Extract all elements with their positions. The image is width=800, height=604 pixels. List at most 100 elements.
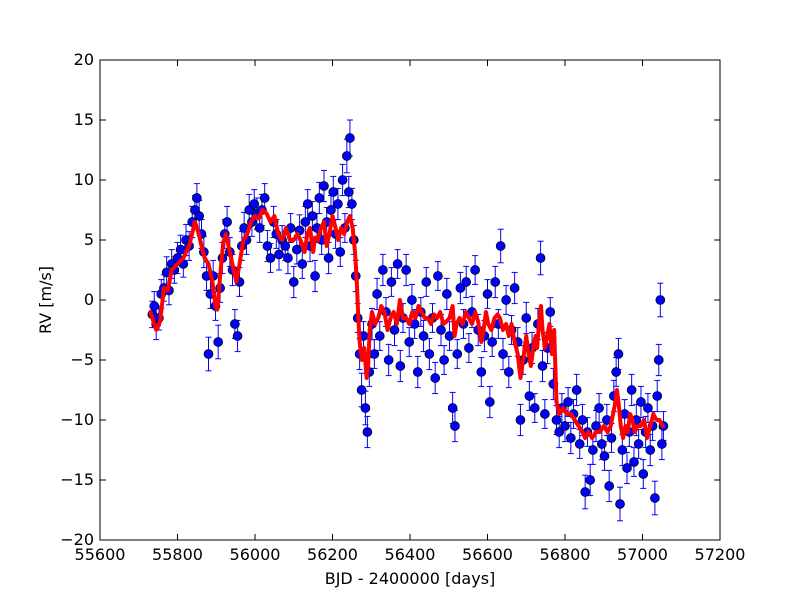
data-point [535, 253, 546, 263]
data-point [265, 253, 276, 263]
data-point [302, 199, 313, 209]
data-point [617, 445, 628, 455]
data-point [230, 319, 240, 329]
data-point [539, 409, 550, 419]
data-point [280, 241, 291, 251]
data-point [441, 289, 452, 299]
data-point [455, 283, 466, 293]
data-point [404, 337, 415, 347]
x-tick-label: 56000 [230, 545, 281, 564]
data-point [192, 193, 202, 203]
x-tick-label: 56600 [462, 545, 513, 564]
y-tick-label: −20 [60, 530, 94, 549]
data-point [604, 481, 615, 491]
data-point [509, 283, 520, 293]
data-point [652, 391, 663, 401]
data-point [501, 295, 511, 305]
data-point [337, 175, 348, 185]
data-point [599, 451, 610, 461]
data-point [401, 265, 411, 275]
data-point [470, 265, 480, 275]
data-point [645, 445, 656, 455]
data-point [412, 367, 423, 377]
data-point [424, 349, 435, 359]
data-point [545, 307, 556, 317]
x-tick-label: 57200 [695, 545, 746, 564]
data-point [194, 211, 205, 221]
data-point [335, 247, 346, 257]
y-tick-label: 15 [74, 110, 94, 129]
data-point [333, 199, 343, 209]
data-point [323, 253, 334, 263]
data-point [439, 355, 449, 365]
data-point [372, 289, 382, 299]
data-point [386, 277, 397, 287]
data-point [369, 349, 380, 359]
data-point [307, 211, 318, 221]
data-point [571, 385, 582, 395]
data-point [203, 349, 214, 359]
data-point [389, 325, 400, 335]
data-point [650, 493, 660, 503]
data-point [613, 349, 624, 359]
data-point [297, 259, 308, 269]
data-point [657, 439, 667, 449]
data-point [222, 217, 232, 227]
x-tick-label: 55600 [75, 545, 126, 564]
data-point [487, 337, 497, 347]
data-point [626, 385, 637, 395]
data-point [447, 403, 458, 413]
data-point [498, 349, 508, 359]
data-point [655, 295, 666, 305]
data-point [418, 331, 429, 341]
data-point [421, 277, 432, 287]
x-tick-label: 57000 [617, 545, 668, 564]
data-point [383, 355, 394, 365]
data-point [563, 397, 573, 407]
data-point [551, 415, 562, 425]
data-point [596, 439, 607, 449]
data-point [565, 433, 576, 443]
data-point [374, 331, 385, 341]
data-point [636, 397, 646, 407]
data-point [594, 403, 604, 413]
y-tick-label: 10 [74, 170, 94, 189]
y-tick-label: 0 [84, 290, 94, 309]
data-point [521, 313, 532, 323]
model-line [148, 208, 665, 440]
data-point [464, 343, 474, 353]
data-point [577, 415, 588, 425]
data-point [254, 223, 265, 233]
data-point [524, 391, 535, 401]
data-point [341, 151, 352, 161]
x-tick-label: 55800 [152, 545, 203, 564]
data-point [537, 361, 548, 371]
data-point [328, 187, 339, 197]
data-point [490, 277, 501, 287]
data-point [300, 217, 311, 227]
data-point [633, 439, 644, 449]
data-point [476, 367, 487, 377]
data-point [347, 199, 357, 209]
data-point [484, 397, 495, 407]
data-point [529, 403, 540, 413]
data-point [653, 355, 664, 365]
y-tick-label: −15 [60, 470, 94, 489]
x-tick-label: 56800 [540, 545, 591, 564]
data-point [580, 487, 591, 497]
data-point [232, 331, 243, 341]
data-point [175, 244, 186, 255]
data-point [310, 271, 320, 281]
data-point [395, 361, 406, 371]
data-point [362, 427, 373, 437]
y-tick-label: −5 [70, 350, 94, 369]
data-point [585, 475, 596, 485]
data-point [495, 241, 506, 251]
data-point [554, 427, 565, 437]
data-point [343, 187, 354, 197]
data-point [283, 253, 293, 263]
data-point [574, 439, 585, 449]
x-tick-label: 56400 [385, 545, 436, 564]
